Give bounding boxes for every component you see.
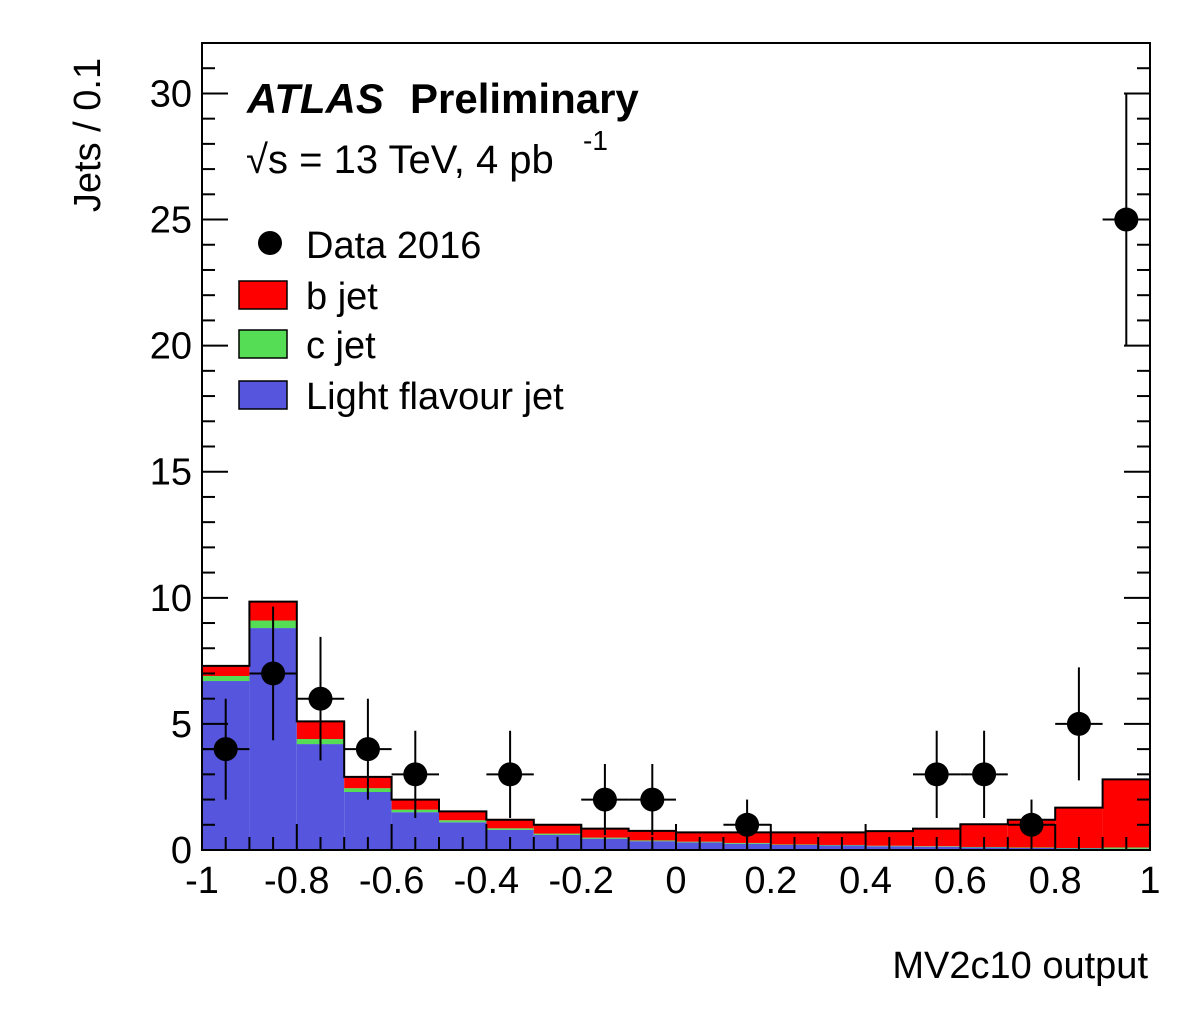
bar-light-flavour-jet <box>296 744 345 850</box>
bar-b-jet <box>960 824 1008 847</box>
energy-s: s <box>268 138 288 182</box>
data-point <box>498 762 523 787</box>
legend-label-data-2016: Data 2016 <box>306 225 481 267</box>
bar-c-jet <box>439 820 487 823</box>
data-point <box>355 737 380 762</box>
energy-text: = 13 TeV, 4 pb <box>288 138 554 182</box>
legend-label-c-jet: c jet <box>306 325 376 367</box>
data-point <box>308 686 333 711</box>
data-point <box>1066 711 1091 736</box>
energy-label: √ s = 13 TeV, 4 pb -1 <box>246 125 608 182</box>
data-point <box>403 762 428 787</box>
bar-c-jet <box>202 675 250 682</box>
x-tick-label: 0.6 <box>934 860 987 902</box>
y-tick-label: 0 <box>171 830 192 872</box>
y-tick-label: 15 <box>150 452 192 494</box>
data-points <box>202 93 1150 850</box>
y-tick-label: 5 <box>171 704 192 746</box>
y-tick-label: 30 <box>150 73 192 115</box>
data-point <box>640 787 665 812</box>
axes: -1 -0.8 -0.6 -0.4 -0.2 0 0.2 0.4 0.6 0.8 105101520… <box>150 42 1161 902</box>
data-point <box>592 787 617 812</box>
bar-b-jet <box>628 830 676 841</box>
x-axis-label: MV2c10 output <box>892 945 1148 987</box>
x-tick-label: 0 <box>665 860 686 902</box>
stacked-histogram <box>201 600 1151 850</box>
x-tick-label: 0.4 <box>839 860 892 902</box>
bar-b-jet <box>486 819 534 829</box>
stack-outline <box>201 600 1151 850</box>
preliminary-label: Preliminary <box>410 75 639 122</box>
x-tick-label: 1 <box>1139 860 1160 902</box>
y-tick-label: 20 <box>150 326 192 368</box>
data-point <box>924 762 949 787</box>
legend-swatch-b-jet <box>238 280 288 310</box>
y-axis-label: Jets / 0.1 <box>67 58 109 212</box>
bar-b-jet <box>439 811 487 821</box>
data-point <box>1019 812 1044 837</box>
bar-c-jet <box>533 833 582 835</box>
energy-exponent: -1 <box>583 125 608 156</box>
bar-b-jet <box>533 824 582 834</box>
x-tick-label: -0.6 <box>359 860 424 902</box>
y-tick-label: 25 <box>150 200 192 242</box>
legend-label-b-jet: b jet <box>306 276 378 318</box>
data-point <box>735 812 760 837</box>
legend-label-light-flavour-jet: Light flavour jet <box>306 376 564 418</box>
bar-b-jet <box>202 665 250 676</box>
legend: Data 2016 b jet c jet Light flavour jet <box>238 225 564 418</box>
bar-c-jet <box>486 828 534 830</box>
legend-marker-data-2016 <box>258 231 282 255</box>
x-tick-label: 0.2 <box>744 860 797 902</box>
x-tick-label: -0.8 <box>264 860 329 902</box>
x-tick-label: -1 <box>185 860 219 902</box>
x-tick-label: -0.2 <box>548 860 613 902</box>
bar-b-jet <box>1102 779 1150 848</box>
data-point <box>261 661 286 686</box>
x-tick-label: 0.8 <box>1029 860 1082 902</box>
data-point <box>213 737 238 762</box>
data-point <box>972 762 997 787</box>
legend-swatch-c-jet <box>238 329 288 359</box>
atlas-label: ATLAS <box>246 75 384 122</box>
sqrt-symbol: √ <box>246 138 268 182</box>
x-tick-label: -0.4 <box>454 860 519 902</box>
y-tick-label: 10 <box>150 578 192 620</box>
legend-swatch-light-flavour-jet <box>238 380 288 410</box>
